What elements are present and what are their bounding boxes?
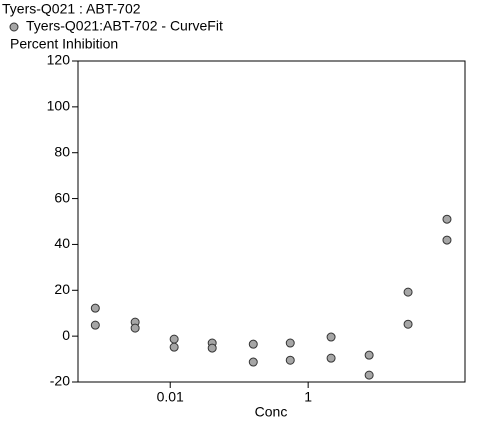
y-axis-label: Percent Inhibition	[10, 36, 118, 52]
y-tick-label: 120	[47, 52, 71, 68]
point	[169, 342, 179, 352]
legend-marker	[9, 22, 19, 32]
y-tick-label: 60	[54, 189, 70, 205]
point	[90, 320, 100, 330]
x-axis-label: Conc	[255, 404, 288, 420]
point	[285, 355, 295, 365]
point	[442, 235, 452, 245]
y-tick-label: 20	[54, 281, 70, 297]
y-tick-label: 0	[62, 327, 70, 343]
point	[403, 319, 413, 329]
y-tick-label: 80	[54, 143, 70, 159]
point	[403, 287, 413, 297]
point	[90, 303, 100, 313]
point	[169, 334, 179, 344]
point	[442, 214, 452, 224]
y-tick-label: 40	[54, 235, 70, 251]
point	[364, 350, 374, 360]
point	[207, 343, 217, 353]
x-tick-label: 0.01	[157, 389, 184, 405]
point	[248, 339, 258, 349]
x-tick-label: 1	[304, 389, 312, 405]
point	[364, 370, 374, 380]
y-tick-label: -20	[50, 373, 70, 389]
plot-frame	[77, 60, 466, 383]
point	[248, 357, 258, 367]
point	[130, 323, 140, 333]
y-tick-label: 100	[47, 98, 71, 114]
point	[326, 353, 336, 363]
point	[326, 332, 336, 342]
point	[285, 338, 295, 348]
chart-title: Tyers-Q021 : ABT-702	[2, 1, 141, 17]
legend-label: Tyers-Q021:ABT-702 - CurveFit	[26, 18, 223, 34]
